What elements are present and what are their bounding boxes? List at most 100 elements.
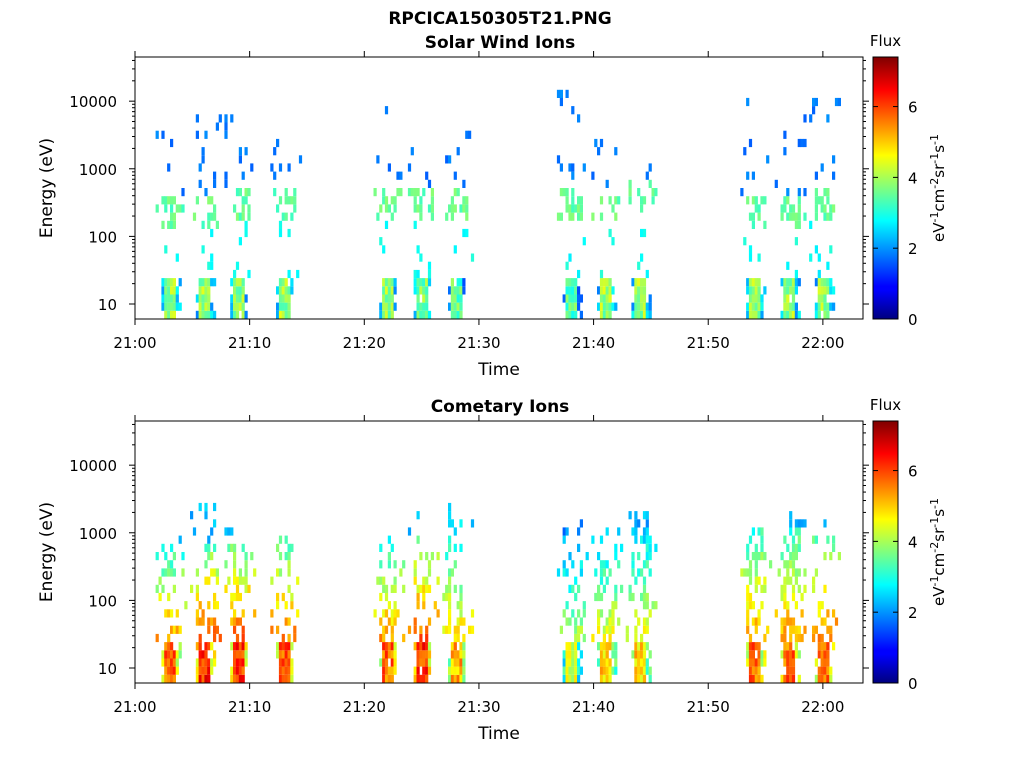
spectrogram-cell bbox=[634, 625, 638, 634]
spectrogram-cell bbox=[170, 212, 174, 221]
spectrogram-cell bbox=[751, 294, 755, 303]
spectrogram-cell bbox=[791, 617, 796, 626]
spectrogram-cell bbox=[387, 163, 391, 172]
spectrogram-cell bbox=[213, 633, 217, 643]
spectrogram-cell bbox=[284, 552, 288, 561]
spectrogram-cell bbox=[568, 666, 572, 675]
spectrogram-cell bbox=[628, 592, 632, 602]
spectrogram-cell bbox=[293, 188, 297, 197]
spectrogram-cell bbox=[794, 310, 798, 319]
spectrogram-cell bbox=[167, 310, 171, 319]
spectrogram-cell bbox=[201, 617, 205, 626]
spectrogram-cell bbox=[290, 543, 294, 552]
spectrogram-cell bbox=[608, 310, 612, 319]
spectrogram-cell bbox=[599, 269, 604, 279]
spectrogram-cell bbox=[238, 576, 242, 585]
spectrogram-cell bbox=[207, 286, 211, 295]
spectrogram-cell bbox=[278, 642, 283, 651]
spectrogram-cell bbox=[568, 212, 572, 221]
spectrogram-cell bbox=[155, 130, 159, 139]
spectrogram-cell bbox=[244, 196, 248, 205]
spectrogram-cell bbox=[379, 592, 383, 602]
spectrogram-cell bbox=[642, 560, 647, 569]
spectrogram-cell bbox=[172, 658, 176, 667]
spectrogram-cell bbox=[748, 302, 753, 311]
spectrogram-cell bbox=[814, 674, 818, 683]
spectrogram-cell bbox=[445, 155, 449, 164]
spectrogram-cell bbox=[820, 196, 824, 205]
spectrogram-cell bbox=[826, 188, 830, 197]
spectrogram-cell bbox=[797, 220, 801, 229]
spectrogram-cell bbox=[780, 617, 784, 626]
spectrogram-cell bbox=[244, 228, 248, 238]
spectrogram-cell bbox=[634, 658, 638, 667]
spectrogram-cell bbox=[235, 592, 240, 602]
spectrogram-cell bbox=[456, 666, 460, 675]
spectrogram-cell bbox=[453, 666, 457, 675]
spectrogram-cell bbox=[436, 552, 440, 561]
spectrogram-cell bbox=[201, 310, 205, 319]
spectrogram-cell bbox=[164, 196, 168, 205]
spectrogram-cell bbox=[448, 658, 452, 667]
spectrogram-cell bbox=[786, 674, 790, 683]
spectrogram-cell bbox=[170, 658, 174, 667]
spectrogram-cell bbox=[642, 294, 647, 303]
spectrogram-cell bbox=[794, 212, 798, 221]
spectrogram-cell bbox=[780, 204, 784, 213]
spectrogram-cell bbox=[224, 122, 228, 131]
spectrogram-cell bbox=[195, 642, 199, 651]
spectrogram-cell bbox=[820, 650, 824, 659]
colorbar-tick-label: 4 bbox=[908, 169, 918, 187]
spectrogram-cell bbox=[591, 633, 595, 643]
spectrogram-cell bbox=[387, 674, 391, 683]
spectrogram-cell bbox=[278, 535, 283, 544]
spectrogram-cell bbox=[422, 658, 426, 667]
spectrogram-cell bbox=[387, 617, 391, 626]
spectrogram-cell bbox=[640, 310, 644, 319]
spectrogram-cell bbox=[167, 633, 171, 643]
spectrogram-cell bbox=[579, 666, 583, 675]
spectrogram-cell bbox=[407, 188, 412, 197]
spectrogram-cell bbox=[427, 584, 432, 593]
spectrogram-cell bbox=[155, 584, 159, 593]
spectrogram-cell bbox=[829, 212, 833, 221]
spectrogram-cell bbox=[287, 674, 291, 683]
spectrogram-cell bbox=[637, 552, 641, 561]
spectrogram-cell bbox=[201, 220, 205, 229]
spectrogram-cell bbox=[651, 601, 655, 610]
spectrogram-cell bbox=[281, 310, 285, 319]
x-tick-label: 22:00 bbox=[801, 334, 844, 352]
spectrogram-cell bbox=[293, 196, 297, 205]
spectrogram-cell bbox=[233, 592, 237, 602]
spectrogram-cell bbox=[751, 650, 755, 659]
spectrogram-cell bbox=[453, 633, 457, 643]
spectrogram-cell bbox=[562, 658, 566, 667]
spectrogram-cell bbox=[468, 625, 472, 634]
spectrogram-cell bbox=[760, 302, 764, 311]
spectrogram-cell bbox=[777, 568, 781, 577]
spectrogram-cell bbox=[422, 278, 426, 287]
spectrogram-cell bbox=[786, 278, 790, 287]
spectrogram-cell bbox=[230, 666, 234, 675]
spectrogram-cell bbox=[605, 294, 609, 303]
spectrogram-cell bbox=[459, 543, 463, 552]
spectrogram-cell bbox=[642, 535, 647, 544]
spectrogram-cell bbox=[161, 196, 165, 205]
spectrogram-cell bbox=[812, 97, 816, 107]
spectrogram-cell bbox=[399, 171, 403, 180]
spectrogram-cell bbox=[574, 204, 578, 213]
spectrogram-cell bbox=[577, 625, 581, 634]
spectrogram-cell bbox=[786, 188, 790, 197]
spectrogram-cell bbox=[172, 666, 176, 675]
spectrogram-cell bbox=[207, 666, 211, 675]
spectrogram-cell bbox=[419, 286, 423, 295]
spectrogram-cell bbox=[645, 171, 649, 180]
spectrogram-cell bbox=[379, 310, 383, 319]
spectrogram-cell bbox=[413, 625, 417, 634]
spectrogram-cell bbox=[459, 601, 463, 610]
spectrogram-cell bbox=[170, 543, 174, 552]
spectrogram-cell bbox=[597, 609, 601, 618]
spectrogram-cell bbox=[204, 278, 208, 287]
spectrogram-cell bbox=[161, 543, 165, 552]
spectrogram-cell bbox=[422, 584, 426, 593]
